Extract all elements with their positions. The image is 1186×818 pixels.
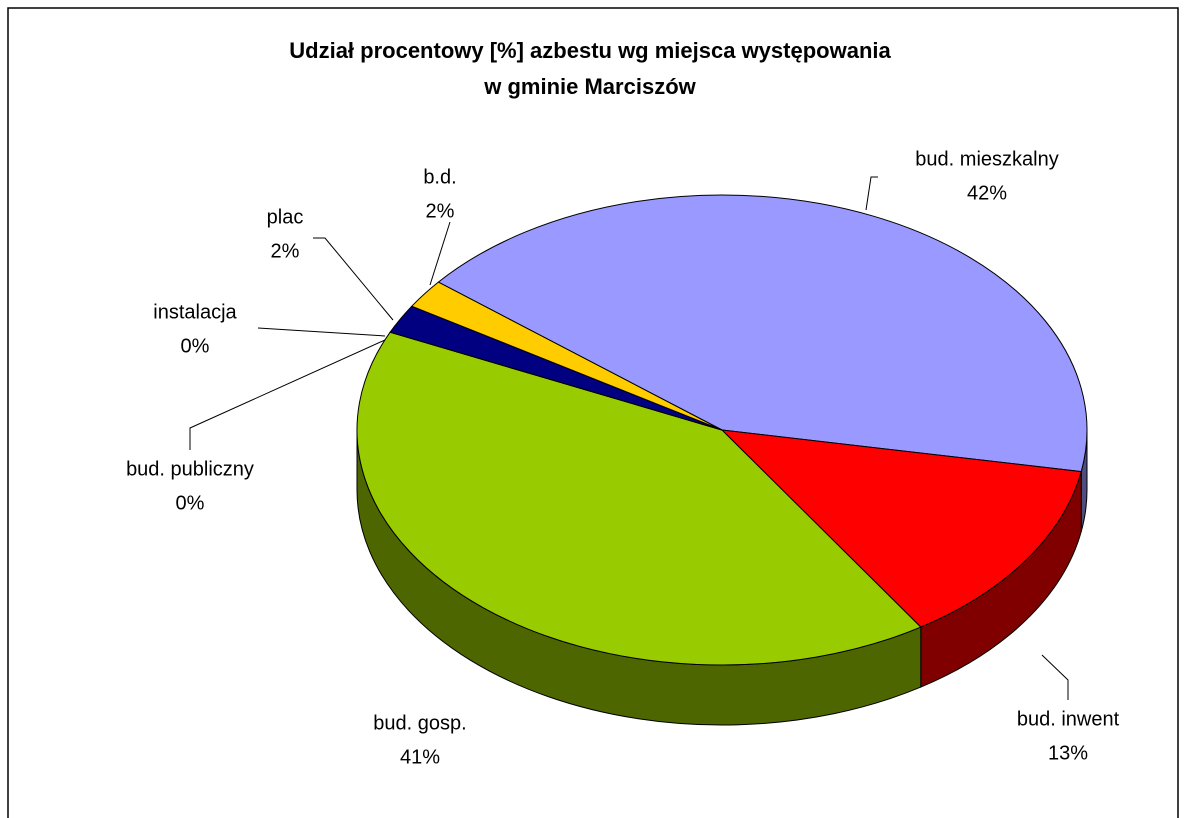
chart-title: Udział procentowy [%] azbestu wg miejsca… bbox=[289, 38, 891, 63]
slice-label: instalacja bbox=[153, 301, 237, 323]
slice-value-label: 0% bbox=[176, 492, 205, 514]
leader-line bbox=[189, 339, 386, 450]
slice-label: bud. mieszkalny bbox=[915, 148, 1058, 170]
chart-border bbox=[7, 7, 1179, 818]
slice-value-label: 2% bbox=[426, 200, 455, 222]
leader-line bbox=[313, 237, 394, 321]
slice-value-label: 0% bbox=[181, 335, 210, 357]
slice-label: b.d. bbox=[423, 166, 456, 188]
leader-line bbox=[865, 176, 878, 211]
slice bbox=[410, 281, 723, 431]
slice-label: plac bbox=[267, 206, 304, 228]
leader-line bbox=[257, 327, 386, 337]
leader-line bbox=[1041, 654, 1069, 700]
slice-label: bud. gosp. bbox=[373, 712, 466, 734]
slice-value-label: 42% bbox=[967, 182, 1007, 204]
leader-line bbox=[429, 221, 451, 286]
chart-title: w gminie Marciszów bbox=[483, 74, 696, 99]
slice-value-label: 2% bbox=[271, 240, 300, 262]
slice-value-label: 13% bbox=[1048, 742, 1088, 764]
slice bbox=[356, 331, 922, 666]
slice-value-label: 41% bbox=[400, 746, 440, 768]
slice-label: bud. publiczny bbox=[126, 458, 254, 480]
slice bbox=[437, 194, 1088, 473]
slice bbox=[720, 429, 1082, 628]
slice-label: bud. inwent bbox=[1017, 708, 1120, 730]
